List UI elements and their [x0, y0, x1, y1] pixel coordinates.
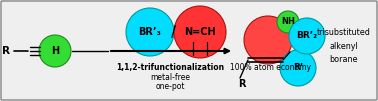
Text: 1,1,2-trifunctionalization: 1,1,2-trifunctionalization	[116, 63, 224, 72]
Ellipse shape	[289, 18, 325, 54]
Text: R: R	[238, 79, 246, 89]
Ellipse shape	[277, 11, 299, 33]
Text: H: H	[51, 46, 59, 56]
Text: N=CH: N=CH	[184, 27, 216, 37]
Ellipse shape	[39, 35, 71, 67]
Ellipse shape	[174, 6, 226, 58]
Text: /: /	[172, 25, 177, 39]
Text: 100% atom economy: 100% atom economy	[229, 63, 310, 72]
Text: R’: R’	[293, 64, 303, 73]
Ellipse shape	[244, 16, 292, 64]
FancyBboxPatch shape	[1, 1, 377, 100]
Text: metal-free: metal-free	[150, 73, 190, 82]
Ellipse shape	[280, 50, 316, 86]
Text: trisubstituted: trisubstituted	[317, 28, 371, 37]
Text: NH: NH	[281, 17, 295, 26]
Text: alkenyl: alkenyl	[330, 42, 358, 51]
Text: one-pot: one-pot	[155, 82, 185, 91]
Text: BR’₃: BR’₃	[139, 27, 161, 37]
Text: BR’₂: BR’₂	[296, 32, 318, 41]
Text: borane: borane	[330, 55, 358, 64]
Ellipse shape	[126, 8, 174, 56]
Text: R: R	[2, 46, 10, 56]
